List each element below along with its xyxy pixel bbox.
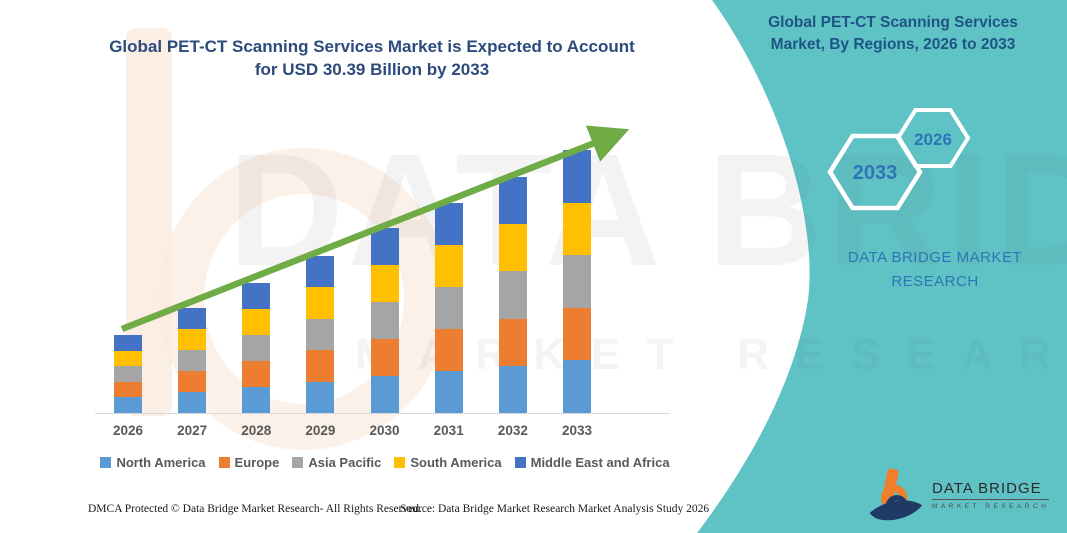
bar-segment-2028-south-america	[242, 309, 271, 336]
bar-segment-2033-asia-pacific	[562, 255, 591, 308]
bar-segment-2030-asia-pacific	[370, 301, 399, 339]
chart-title-line1: Global PET-CT Scanning Services Market i…	[109, 37, 635, 56]
bar-2032	[498, 176, 527, 413]
bar-segment-2030-south-america	[370, 264, 399, 302]
bar-2027	[178, 308, 207, 413]
bar-segment-2029-asia-pacific	[306, 318, 335, 351]
bar-2029	[306, 255, 335, 413]
right-heading-line1: Global PET-CT Scanning Services	[768, 14, 1018, 31]
bar-segment-2027-north-america	[178, 392, 207, 413]
source-note: Source: Data Bridge Market Research Mark…	[400, 503, 710, 515]
legend-swatch-icon	[292, 457, 304, 468]
bar-segment-2032-europe	[498, 318, 527, 366]
bar-segment-2026-north-america	[114, 397, 142, 413]
bar-segment-2027-asia-pacific	[178, 350, 207, 372]
x-axis-label-2028: 2028	[241, 423, 272, 438]
bar-segment-2027-south-america	[178, 329, 207, 351]
bar-segment-2033-middle-east-and-africa	[562, 150, 591, 203]
bar-segment-2026-south-america	[114, 350, 142, 367]
bar-segment-2030-middle-east-and-africa	[370, 227, 399, 265]
hexagon-2033	[827, 133, 923, 211]
hexagon-2026-label: 2026	[914, 130, 952, 149]
x-axis-label-2030: 2030	[369, 423, 400, 438]
bar-segment-2030-north-america	[370, 375, 399, 413]
x-axis-label-2031: 2031	[433, 423, 464, 438]
legend-label: North America	[116, 455, 206, 470]
bar-segment-2032-north-america	[498, 365, 527, 413]
bar-2028	[242, 283, 271, 413]
bar-segment-2032-asia-pacific	[498, 271, 527, 319]
bar-2026	[114, 335, 142, 413]
x-axis-labels: 2026 2027 2028 2029 2030 2031 2032 2033	[95, 423, 670, 443]
right-heading-line2: Market, By Regions, 2026 to 2033	[770, 35, 1016, 53]
right-panel-heading: Global PET-CT Scanning Services Market, …	[748, 12, 1038, 55]
brand-text: DATA BRIDGE MARKET RESEARCH	[847, 249, 1023, 290]
legend-label: Middle East and Africa	[530, 455, 670, 470]
bar-segment-2026-asia-pacific	[114, 366, 142, 382]
bar-segment-2028-north-america	[242, 387, 271, 413]
chart-legend: North America Europe Asia Pacific South Ame…	[95, 455, 675, 470]
legend-item-south-america: South America	[394, 455, 502, 470]
legend-label: Asia Pacific	[308, 455, 382, 470]
legend-item-asia-pacific: Asia Pacific	[292, 455, 381, 470]
bar-segment-2033-europe	[562, 307, 591, 361]
logo-mark-icon	[869, 468, 923, 521]
x-axis-label-2027: 2027	[177, 423, 208, 438]
bar-segment-2033-north-america	[562, 360, 591, 413]
bar-segment-2028-asia-pacific	[242, 335, 271, 362]
bar-segment-2029-south-america	[306, 287, 335, 319]
x-axis-label-2029: 2029	[305, 423, 336, 438]
dmca-notice: DMCA Protected © Data Bridge Market Rese…	[88, 503, 422, 515]
legend-label: Europe	[234, 455, 280, 470]
hexagon-2026	[895, 108, 971, 168]
logo-name: DATA BRIDGE	[932, 480, 1050, 500]
legend-swatch-icon	[100, 457, 112, 468]
bar-segment-2028-middle-east-and-africa	[242, 283, 271, 310]
logo-text: DATA BRIDGE MARKET RESEARCH	[932, 480, 1050, 510]
chart-title: Global PET-CT Scanning Services Market i…	[62, 36, 682, 82]
legend-swatch-icon	[514, 457, 526, 468]
bar-segment-2026-europe	[114, 381, 142, 398]
logo-tagline: MARKET RESEARCH	[932, 503, 1050, 510]
bar-segment-2027-europe	[178, 371, 207, 393]
bar-segment-2028-europe	[242, 361, 271, 388]
bar-segment-2029-north-america	[306, 381, 335, 413]
bar-segment-2029-middle-east-and-africa	[306, 255, 335, 288]
bar-segment-2031-north-america	[434, 370, 463, 413]
watermark-subtext: MARKET RESEARCH	[355, 330, 1067, 379]
legend-swatch-icon	[218, 457, 230, 468]
x-axis-label-2032: 2032	[497, 423, 528, 438]
legend-item-north-america: North America	[100, 455, 206, 470]
bar-segment-2032-south-america	[498, 224, 527, 272]
chart-title-line2: for USD 30.39 Billion by 2033	[254, 59, 490, 79]
legend-label: South America	[410, 455, 502, 470]
company-logo: DATA BRIDGE MARKET RESEARCH	[868, 466, 1050, 524]
hexagon-2033-label: 2033	[853, 162, 898, 184]
legend-item-europe: Europe	[218, 455, 280, 470]
bar-segment-2033-south-america	[562, 202, 591, 256]
plot-area	[95, 120, 670, 413]
bar-segment-2031-europe	[434, 328, 463, 371]
bar-segment-2031-middle-east-and-africa	[434, 202, 463, 245]
bar-segment-2030-europe	[370, 338, 399, 376]
bar-segment-2032-middle-east-and-africa	[498, 176, 527, 225]
bar-segment-2031-south-america	[434, 244, 463, 287]
x-axis-line	[95, 413, 670, 414]
bar-segment-2031-asia-pacific	[434, 286, 463, 329]
legend-swatch-icon	[394, 457, 406, 468]
x-axis-label-2033: 2033	[561, 423, 592, 438]
x-axis-label-2026: 2026	[112, 423, 144, 438]
bar-2033	[562, 150, 591, 413]
bar-segment-2027-middle-east-and-africa	[178, 308, 207, 330]
year-hexagons: 2033 2026	[827, 108, 971, 211]
bar-segment-2029-europe	[306, 350, 335, 382]
bar-2031	[434, 202, 463, 413]
bar-segment-2026-middle-east-and-africa	[114, 335, 142, 351]
legend-item-middle-east-and-africa: Middle East and Africa	[514, 455, 670, 470]
bar-2030	[370, 227, 399, 413]
